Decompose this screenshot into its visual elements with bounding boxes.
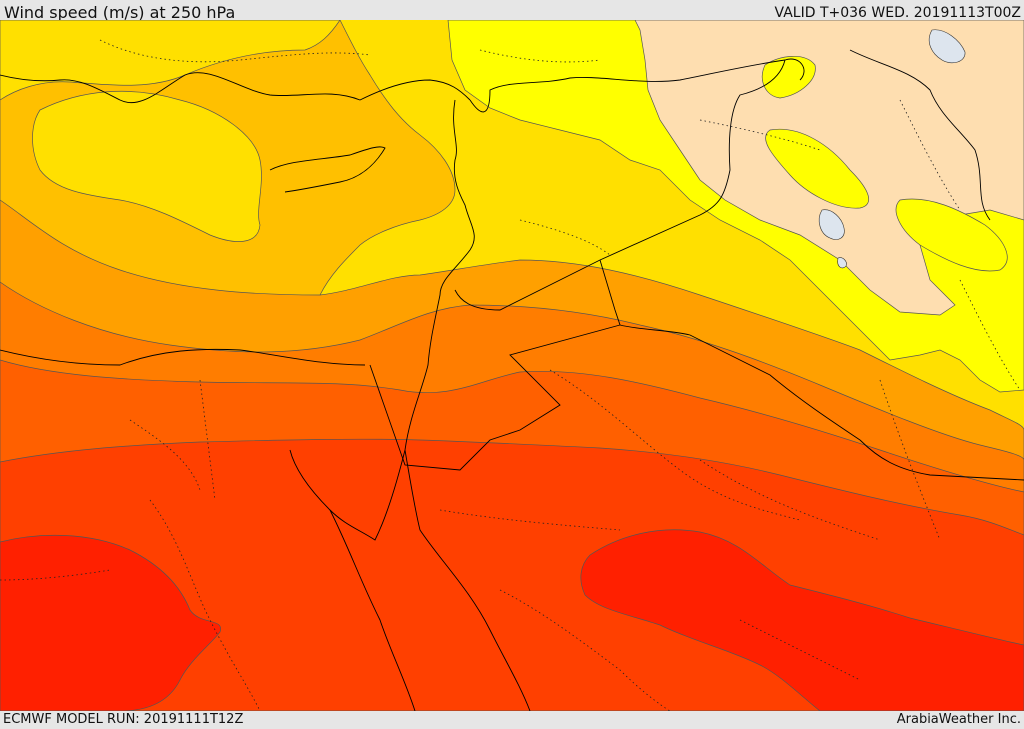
map-title: Wind speed (m/s) at 250 hPa: [4, 3, 236, 22]
lake-shape: [818, 209, 845, 240]
wind-island-gold: [32, 90, 262, 242]
map-header: Wind speed (m/s) at 250 hPa VALID T+036 …: [0, 0, 1024, 22]
map-footer: ECMWF MODEL RUN: 20191111T12Z ArabiaWeat…: [0, 711, 1024, 729]
wind-speed-map: [0, 20, 1024, 711]
credit-label: ArabiaWeather Inc.: [896, 712, 1021, 727]
lake-shape: [837, 257, 847, 269]
wind-island-yellow: [765, 128, 870, 209]
lake-shape: [928, 29, 966, 64]
wind-core-red: [0, 534, 221, 711]
model-run-label: ECMWF MODEL RUN: 20191111T12Z: [3, 712, 244, 727]
country-borders: [0, 49, 1024, 711]
valid-time-label: VALID T+036 WED. 20191113T00Z: [774, 5, 1021, 21]
province-boundaries: [0, 39, 1021, 711]
wind-core-red: [580, 529, 1024, 711]
wind-island-yellow: [761, 56, 816, 99]
wind-island-yellow: [895, 198, 1008, 272]
